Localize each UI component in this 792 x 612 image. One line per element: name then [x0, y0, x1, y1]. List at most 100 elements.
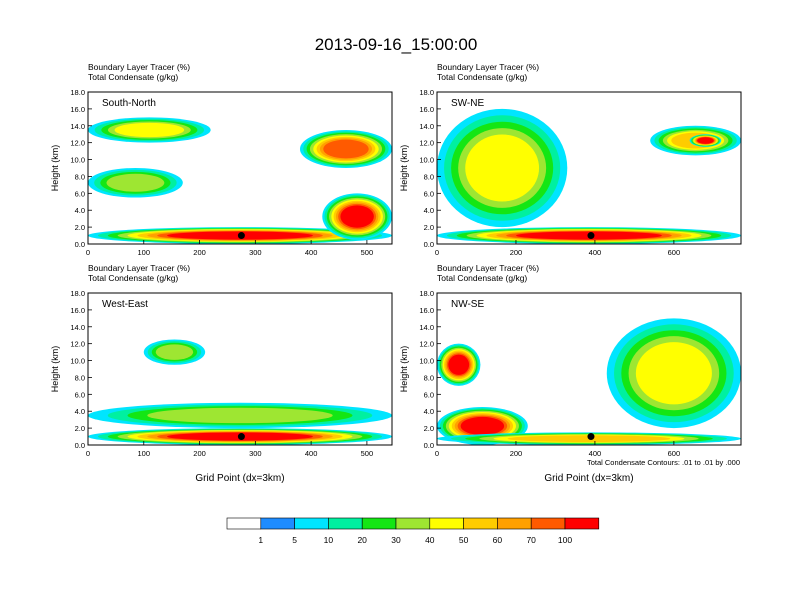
xtick-label: 500 — [361, 248, 374, 257]
feature-1-level-70 — [460, 416, 505, 436]
ytick-label: 16.0 — [419, 306, 434, 315]
x-axis-label: Grid Point (dx=3km) — [544, 473, 633, 484]
ytick-label: 6.0 — [75, 390, 85, 399]
colorbar-swatch — [226, 517, 262, 530]
ytick-label: 6.0 — [424, 390, 434, 399]
panel-label: SW-NE — [451, 98, 484, 109]
panel-1: SW-NE Boundary Layer Tracer (%)Total Cond… — [399, 62, 742, 257]
xtick-label: 300 — [249, 248, 262, 257]
subtitle-line1: Boundary Layer Tracer (%) — [88, 263, 190, 273]
ytick-label: 14.0 — [419, 122, 434, 131]
ytick-label: 10.0 — [70, 357, 85, 366]
panel-2: West-East Boundary Layer Tracer (%)Total … — [50, 263, 393, 484]
colorbar-label: 60 — [493, 535, 503, 545]
panel-label: NW-SE — [451, 299, 484, 310]
ytick-label: 12.0 — [419, 340, 434, 349]
ytick-label: 12.0 — [419, 139, 434, 148]
xtick-label: 200 — [193, 248, 206, 257]
colorbar-swatch — [328, 517, 363, 530]
ytick-label: 18.0 — [70, 88, 85, 97]
feature-3-level-100 — [698, 137, 713, 144]
xtick-label: 400 — [305, 248, 318, 257]
field — [88, 293, 392, 445]
ytick-label: 2.0 — [424, 424, 434, 433]
colorbar-swatch — [530, 517, 566, 530]
y-axis-label: Height (km) — [399, 346, 409, 393]
subtitle-line1: Boundary Layer Tracer (%) — [437, 263, 539, 273]
ytick-label: 6.0 — [75, 189, 85, 198]
colorbar-swatch — [429, 517, 464, 530]
ytick-label: 8.0 — [75, 172, 85, 181]
plot-frame — [87, 292, 393, 446]
xtick-label: 300 — [249, 449, 262, 458]
location-marker — [587, 232, 595, 240]
ytick-label: 2.0 — [75, 223, 85, 232]
ytick-label: 4.0 — [424, 407, 434, 416]
panel-label: West-East — [102, 299, 148, 310]
xtick-label: 400 — [589, 449, 602, 458]
feature-2-level-30 — [635, 342, 712, 405]
panel-0: South-North Boundary Layer Tracer (%)Tota… — [50, 62, 393, 257]
ytick-label: 4.0 — [424, 206, 434, 215]
ytick-label: 18.0 — [419, 88, 434, 97]
ytick-label: 14.0 — [419, 323, 434, 332]
ytick-label: 0.0 — [75, 240, 85, 249]
feature-1-level-20 — [106, 173, 165, 192]
ytick-label: 16.0 — [419, 105, 434, 114]
ytick-label: 6.0 — [424, 189, 434, 198]
contour-footnote: Total Condensate Contours: .01 to .01 by… — [587, 458, 740, 467]
xtick-label: 200 — [510, 449, 523, 458]
xtick-label: 100 — [138, 248, 151, 257]
y-axis-label: Height (km) — [50, 346, 60, 393]
colorbar-label: 5 — [292, 535, 297, 545]
ytick-label: 8.0 — [424, 373, 434, 382]
ytick-label: 10.0 — [419, 357, 434, 366]
location-marker — [237, 433, 245, 441]
xtick-label: 0 — [435, 248, 439, 257]
ytick-label: 2.0 — [75, 424, 85, 433]
field — [437, 293, 741, 445]
figure-title: 2013-09-16_15:00:00 — [315, 35, 478, 54]
ytick-label: 10.0 — [419, 156, 434, 165]
colorbar-label: 70 — [526, 535, 536, 545]
colorbar-swatch — [260, 517, 295, 530]
colorbar-label: 20 — [357, 535, 367, 545]
colorbar-label: 30 — [391, 535, 401, 545]
colorbar-swatch — [294, 517, 329, 530]
xtick-label: 400 — [305, 449, 318, 458]
xtick-label: 400 — [589, 248, 602, 257]
colorbar-label: 10 — [324, 535, 334, 545]
ytick-label: 14.0 — [70, 323, 85, 332]
colorbar-label: 1 — [258, 535, 263, 545]
ytick-label: 8.0 — [424, 172, 434, 181]
xtick-label: 500 — [361, 449, 374, 458]
feature-0-level-20 — [155, 344, 194, 360]
x-axis-label: Grid Point (dx=3km) — [195, 473, 284, 484]
colorbar-swatch — [395, 517, 431, 530]
feature-0-level-30 — [114, 122, 185, 138]
ytick-label: 0.0 — [424, 441, 434, 450]
colorbar: 1 5 10 20 30 40 50 60 70 100 — [226, 517, 600, 545]
ytick-label: 18.0 — [70, 289, 85, 298]
feature-0-level-70 — [448, 354, 470, 375]
subtitle-line2: Total Condensate (g/kg) — [437, 72, 527, 82]
plot-frame — [87, 91, 393, 245]
xtick-label: 0 — [435, 449, 439, 458]
ytick-label: 4.0 — [75, 206, 85, 215]
colorbar-label: 40 — [425, 535, 435, 545]
subtitle-line2: Total Condensate (g/kg) — [437, 273, 527, 283]
ytick-label: 12.0 — [70, 340, 85, 349]
xtick-label: 200 — [510, 248, 523, 257]
ytick-label: 10.0 — [70, 156, 85, 165]
location-marker — [587, 433, 595, 441]
field — [88, 92, 392, 244]
xtick-label: 600 — [668, 248, 681, 257]
colorbar-swatch — [463, 517, 498, 530]
colorbar-swatch — [361, 517, 397, 530]
panel-label: South-North — [102, 98, 156, 109]
subtitle-line1: Boundary Layer Tracer (%) — [437, 62, 539, 72]
ytick-label: 16.0 — [70, 105, 85, 114]
xtick-label: 600 — [668, 449, 681, 458]
y-axis-label: Height (km) — [399, 145, 409, 192]
